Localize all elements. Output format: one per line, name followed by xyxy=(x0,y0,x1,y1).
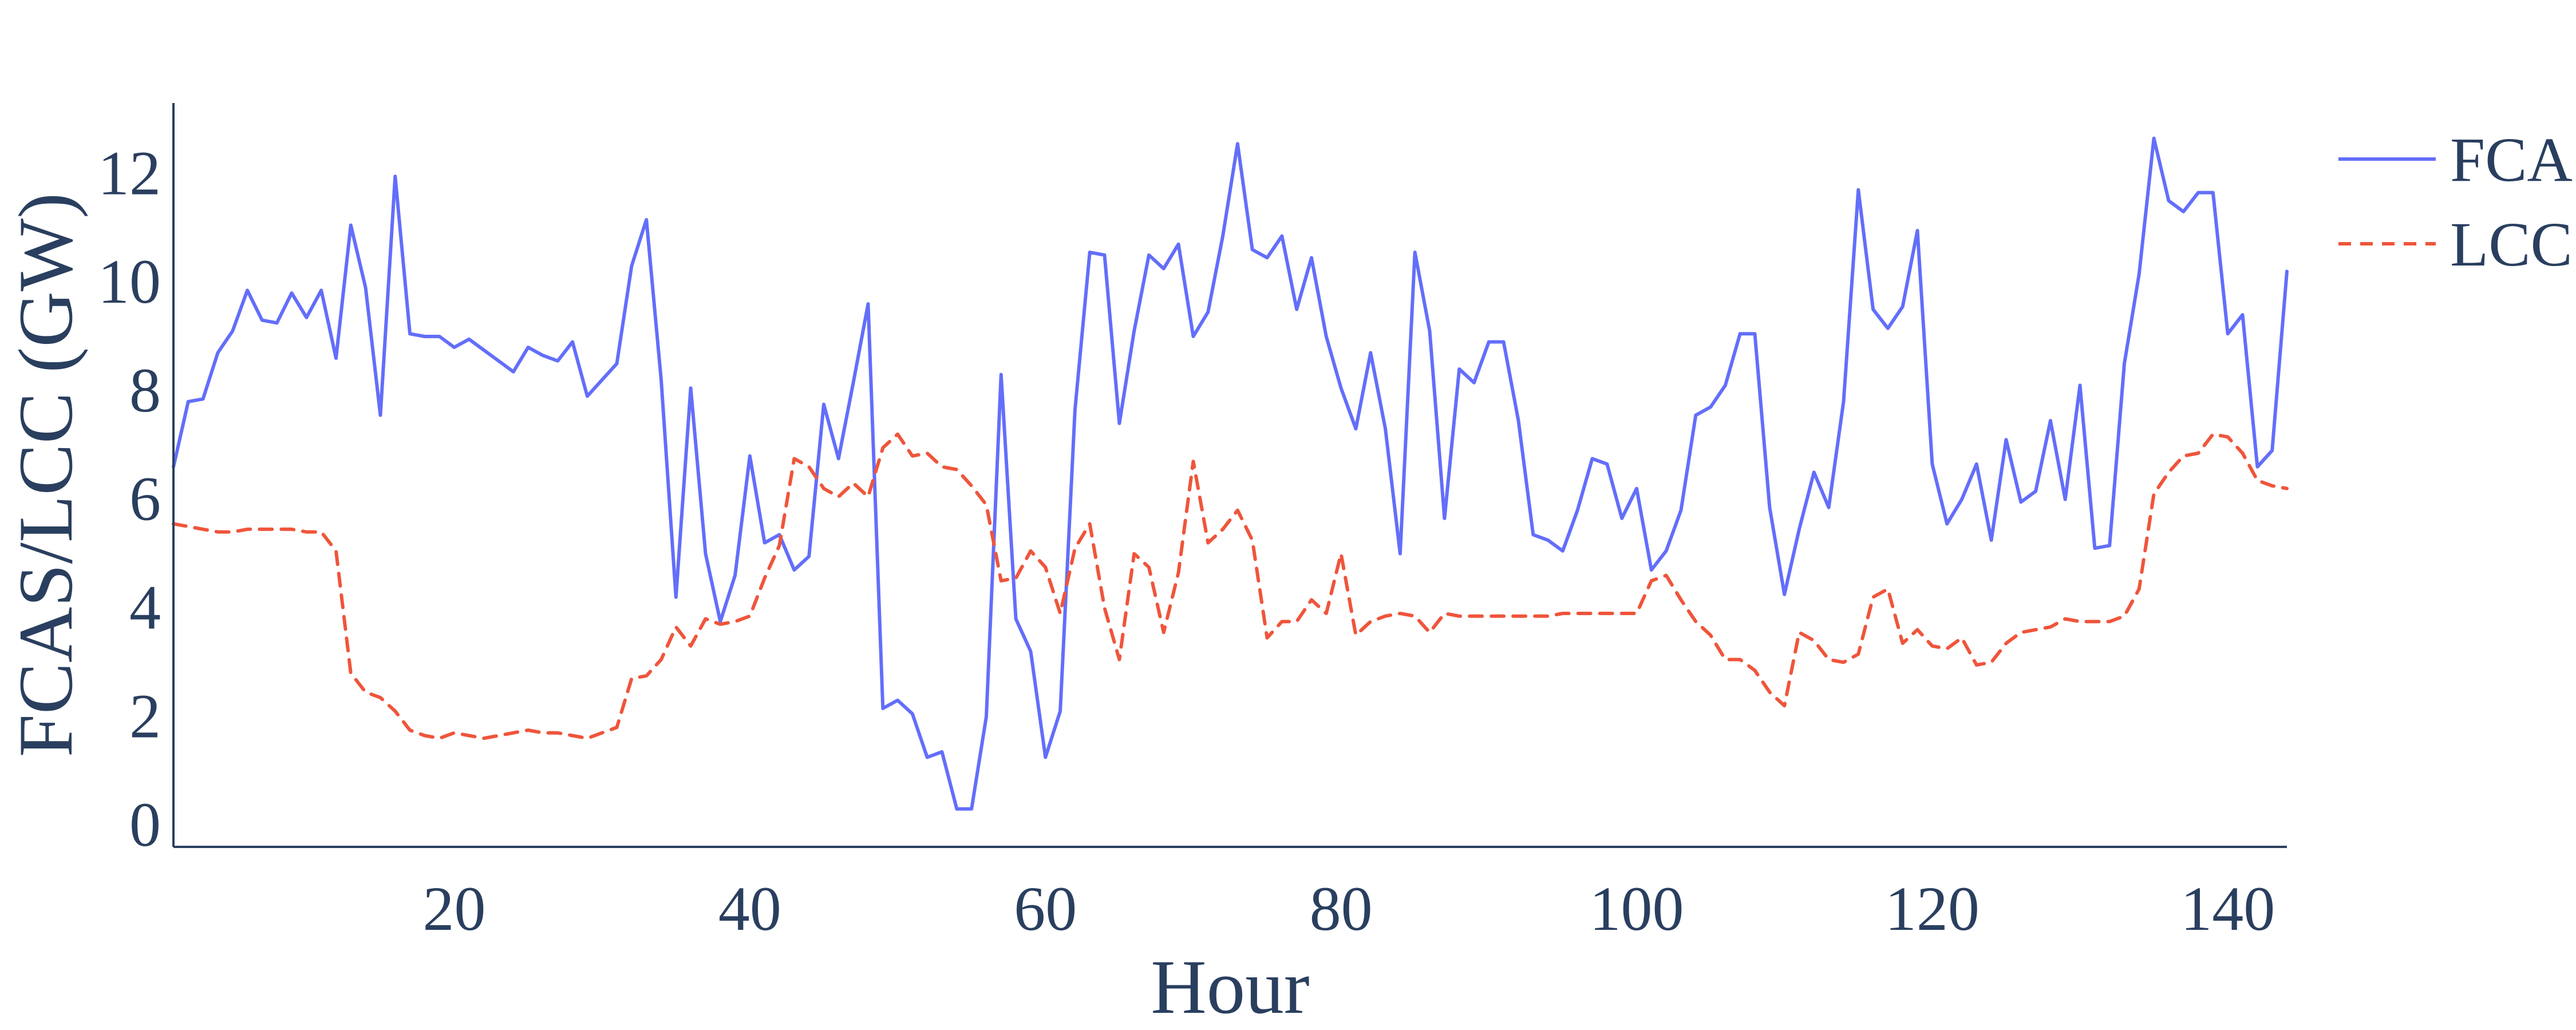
tick-labels: 20 40 60 80 100 120 140 0 2 4 6 8 10 12 xyxy=(98,138,2275,944)
legend-item-lcc: LCC xyxy=(2338,209,2573,279)
y-tick-label: 4 xyxy=(129,572,161,642)
y-tick-label: 10 xyxy=(98,247,161,316)
x-tick-label: 140 xyxy=(2180,874,2275,944)
legend-label: FCAS xyxy=(2450,125,2576,195)
x-tick-label: 120 xyxy=(1885,874,1980,944)
y-tick-label: 2 xyxy=(129,681,161,751)
x-tick-label: 20 xyxy=(423,874,486,944)
y-tick-label: 8 xyxy=(129,355,161,425)
x-tick-label: 80 xyxy=(1310,874,1373,944)
x-tick-label: 40 xyxy=(718,874,781,944)
legend: FCAS LCC xyxy=(2338,125,2576,279)
x-tick-label: 100 xyxy=(1590,874,1684,944)
x-axis-title: Hour xyxy=(1151,945,1309,1030)
y-tick-label: 0 xyxy=(129,790,161,859)
y-tick-label: 12 xyxy=(98,138,161,208)
legend-label: LCC xyxy=(2450,209,2573,279)
plot-area xyxy=(172,136,2289,811)
x-tick-label: 60 xyxy=(1014,874,1077,944)
series-line-fcas xyxy=(172,136,2289,811)
axes xyxy=(172,103,2287,848)
legend-item-fcas: FCAS xyxy=(2338,125,2576,195)
y-axis-title: FCAS/LCC (GW) xyxy=(3,193,89,757)
series-line-lcc xyxy=(172,432,2289,740)
y-tick-label: 6 xyxy=(129,464,161,534)
